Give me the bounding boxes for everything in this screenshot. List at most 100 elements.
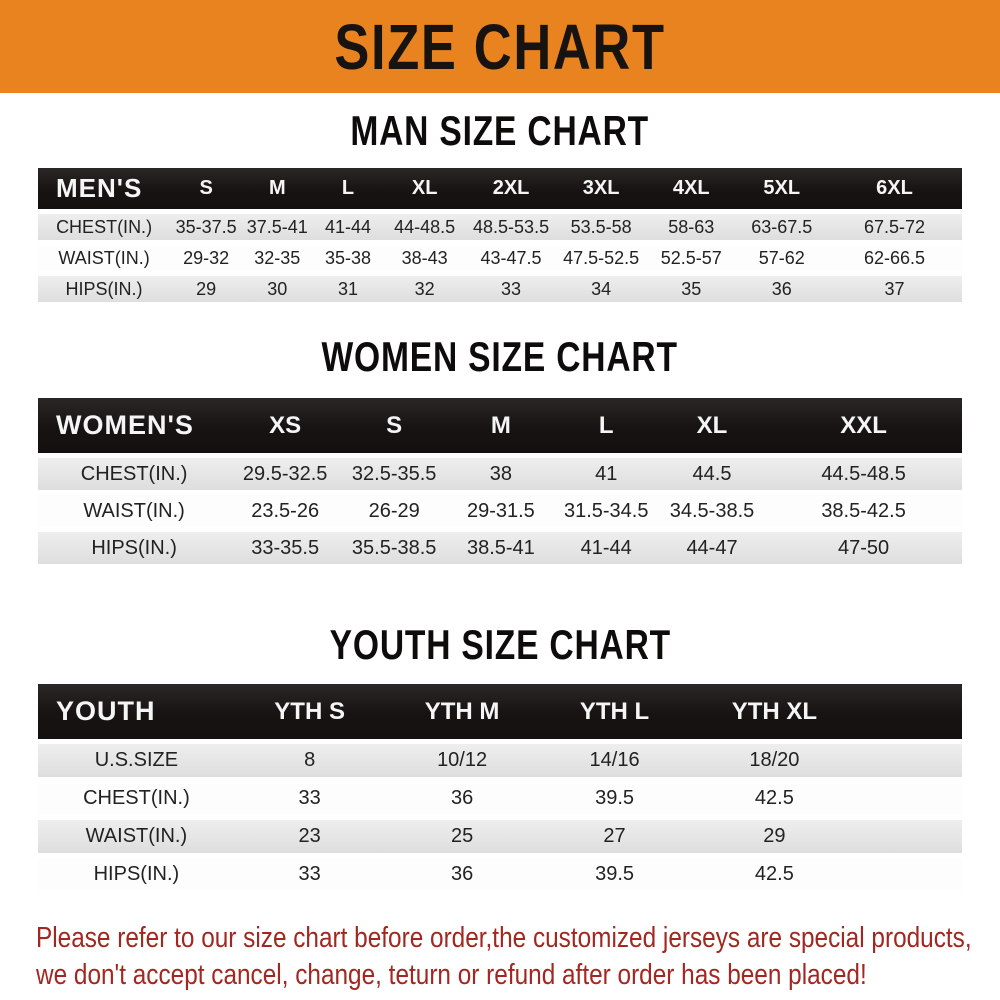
row-label: HIPS(IN.) bbox=[38, 532, 231, 564]
size-cell: 32.5-35.5 bbox=[340, 458, 449, 490]
size-cell: 26-29 bbox=[340, 495, 449, 527]
women-table-corner-label: WOMEN'S bbox=[38, 398, 231, 453]
men-table-header-row: MEN'S S M L XL 2XL 3XL 4XL 5XL 6XL bbox=[38, 168, 962, 209]
size-cell: 34.5-38.5 bbox=[658, 495, 766, 527]
men-size-column-header: L bbox=[312, 168, 384, 209]
size-cell: 30 bbox=[242, 276, 313, 302]
women-size-column-header: XL bbox=[658, 398, 766, 453]
row-label: WAIST(IN.) bbox=[38, 820, 235, 853]
size-cell: 29 bbox=[170, 276, 243, 302]
women-table-header-row: WOMEN'S XS S M L XL XXL bbox=[38, 398, 962, 453]
youth-heading-text: YOUTH SIZE CHART bbox=[329, 621, 671, 668]
size-cell: 47-50 bbox=[765, 532, 962, 564]
size-cell: 47.5-52.5 bbox=[556, 245, 646, 271]
size-cell: 32 bbox=[383, 276, 466, 302]
size-cell: 33 bbox=[234, 782, 385, 815]
spacer-cell bbox=[859, 684, 962, 739]
spacer-cell bbox=[859, 782, 962, 815]
size-cell: 44-48.5 bbox=[383, 214, 466, 240]
women-hips-row: HIPS(IN.) 33-35.5 35.5-38.5 38.5-41 41-4… bbox=[38, 532, 962, 564]
size-cell: 29-31.5 bbox=[448, 495, 554, 527]
disclaimer-line-2: we don't accept cancel, change, teturn o… bbox=[36, 959, 867, 991]
size-cell: 38 bbox=[448, 458, 554, 490]
size-cell: 23.5-26 bbox=[230, 495, 341, 527]
men-size-column-header: M bbox=[242, 168, 313, 209]
size-cell: 44-47 bbox=[658, 532, 766, 564]
size-cell: 38.5-42.5 bbox=[765, 495, 962, 527]
size-cell: 34 bbox=[556, 276, 646, 302]
disclaimer-line-1: Please refer to our size chart before or… bbox=[36, 922, 972, 954]
size-cell: 44.5 bbox=[658, 458, 766, 490]
size-cell: 33 bbox=[234, 858, 385, 891]
spacer-cell bbox=[859, 858, 962, 891]
women-chest-row: CHEST(IN.) 29.5-32.5 32.5-35.5 38 41 44.… bbox=[38, 458, 962, 490]
banner: SIZE CHART bbox=[0, 0, 1000, 93]
youth-ussize-row: U.S.SIZE 8 10/12 14/16 18/20 bbox=[38, 744, 962, 777]
row-label: HIPS(IN.) bbox=[38, 276, 171, 302]
row-label: WAIST(IN.) bbox=[38, 245, 171, 271]
youth-hips-row: HIPS(IN.) 33 36 39.5 42.5 bbox=[38, 858, 962, 891]
size-cell: 41-44 bbox=[553, 532, 659, 564]
men-hips-row: HIPS(IN.) 29 30 31 32 33 34 35 36 37 bbox=[38, 276, 962, 302]
men-size-column-header: 6XL bbox=[827, 168, 962, 209]
size-cell: 42.5 bbox=[689, 858, 860, 891]
size-cell: 31 bbox=[312, 276, 384, 302]
women-heading-text: WOMEN SIZE CHART bbox=[321, 333, 679, 380]
size-cell: 35 bbox=[645, 276, 737, 302]
women-size-column-header: M bbox=[448, 398, 554, 453]
size-cell: 63-67.5 bbox=[736, 214, 828, 240]
men-size-column-header: 4XL bbox=[645, 168, 737, 209]
women-waist-row: WAIST(IN.) 23.5-26 26-29 29-31.5 31.5-34… bbox=[38, 495, 962, 527]
size-cell: 37 bbox=[827, 276, 962, 302]
size-cell: 35-38 bbox=[312, 245, 384, 271]
size-cell: 37.5-41 bbox=[242, 214, 313, 240]
size-cell: 36 bbox=[736, 276, 828, 302]
size-cell: 39.5 bbox=[539, 858, 690, 891]
women-size-column-header: S bbox=[340, 398, 449, 453]
size-cell: 62-66.5 bbox=[827, 245, 962, 271]
row-label: U.S.SIZE bbox=[38, 744, 235, 777]
women-size-column-header: XXL bbox=[765, 398, 962, 453]
size-cell: 43-47.5 bbox=[465, 245, 557, 271]
size-cell: 42.5 bbox=[689, 782, 860, 815]
size-cell: 67.5-72 bbox=[827, 214, 962, 240]
size-cell: 14/16 bbox=[539, 744, 690, 777]
youth-table-header-row: YOUTH YTH S YTH M YTH L YTH XL bbox=[38, 684, 962, 739]
men-waist-row: WAIST(IN.) 29-32 32-35 35-38 38-43 43-47… bbox=[38, 245, 962, 271]
youth-size-column-header: YTH S bbox=[234, 684, 385, 739]
women-section-heading: WOMEN SIZE CHART bbox=[0, 333, 1000, 381]
youth-waist-row: WAIST(IN.) 23 25 27 29 bbox=[38, 820, 962, 853]
men-size-column-header: 3XL bbox=[556, 168, 646, 209]
women-size-column-header: XS bbox=[230, 398, 341, 453]
men-size-column-header: 2XL bbox=[465, 168, 557, 209]
youth-section-heading: YOUTH SIZE CHART bbox=[0, 621, 1000, 669]
row-label: HIPS(IN.) bbox=[38, 858, 235, 891]
men-size-table: MEN'S S M L XL 2XL 3XL 4XL 5XL 6XL CHEST… bbox=[38, 163, 962, 307]
size-cell: 36 bbox=[384, 782, 540, 815]
size-cell: 31.5-34.5 bbox=[553, 495, 659, 527]
row-label: WAIST(IN.) bbox=[38, 495, 231, 527]
size-cell: 10/12 bbox=[384, 744, 540, 777]
size-cell: 18/20 bbox=[689, 744, 860, 777]
size-cell: 38-43 bbox=[383, 245, 466, 271]
disclaimer: Please refer to our size chart before or… bbox=[0, 920, 1000, 994]
youth-chest-row: CHEST(IN.) 33 36 39.5 42.5 bbox=[38, 782, 962, 815]
youth-size-table: YOUTH YTH S YTH M YTH L YTH XL U.S.SIZE … bbox=[38, 679, 962, 896]
size-cell: 25 bbox=[384, 820, 540, 853]
size-cell: 52.5-57 bbox=[645, 245, 737, 271]
size-cell: 41-44 bbox=[312, 214, 384, 240]
men-section-heading: MAN SIZE CHART bbox=[0, 107, 1000, 155]
size-cell: 38.5-41 bbox=[448, 532, 554, 564]
size-cell: 58-63 bbox=[645, 214, 737, 240]
men-chest-row: CHEST(IN.) 35-37.5 37.5-41 41-44 44-48.5… bbox=[38, 214, 962, 240]
men-size-column-header: XL bbox=[383, 168, 466, 209]
size-cell: 39.5 bbox=[539, 782, 690, 815]
youth-size-column-header: YTH L bbox=[539, 684, 690, 739]
size-cell: 29-32 bbox=[170, 245, 243, 271]
size-cell: 57-62 bbox=[736, 245, 828, 271]
size-cell: 29 bbox=[689, 820, 860, 853]
size-cell: 33-35.5 bbox=[230, 532, 341, 564]
size-cell: 44.5-48.5 bbox=[765, 458, 962, 490]
banner-title: SIZE CHART bbox=[334, 10, 666, 83]
